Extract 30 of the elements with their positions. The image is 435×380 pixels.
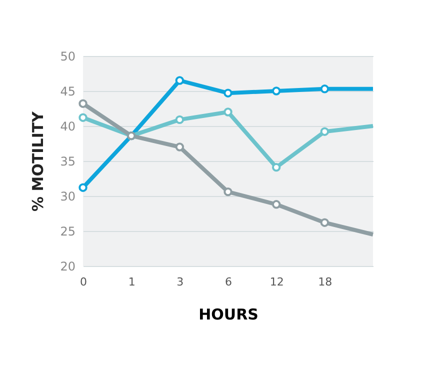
point: [272, 162, 281, 172]
point: [78, 113, 88, 122]
point: [175, 76, 184, 85]
y-tick-label: 40: [60, 120, 76, 134]
x-tick-label: 0: [80, 276, 87, 288]
point: [175, 115, 184, 124]
y-tick-label: 30: [60, 190, 76, 204]
point: [320, 218, 330, 227]
x-tick-label: 12: [270, 276, 284, 288]
point: [320, 84, 330, 94]
y-tick-label: 45: [60, 84, 76, 98]
point: [272, 200, 281, 209]
y-tick-label: 50: [60, 50, 76, 64]
point: [224, 108, 232, 116]
x-tick-label: 6: [225, 276, 232, 288]
x-tick-label: 18: [318, 276, 332, 288]
y-tick-label: 20: [60, 260, 76, 274]
x-axis-title: HOURS: [198, 306, 258, 324]
point: [175, 142, 184, 152]
point: [224, 88, 232, 98]
point: [78, 183, 88, 192]
y-tick-label: 25: [60, 224, 76, 238]
point: [320, 127, 330, 136]
point: [272, 86, 281, 96]
point: [78, 99, 88, 108]
x-tick-label: 1: [128, 276, 136, 288]
point: [224, 187, 232, 196]
x-tick-label: 3: [176, 276, 184, 288]
y-tick-label: 35: [60, 154, 76, 168]
y-axis-title: % MOTILITY: [29, 110, 48, 212]
